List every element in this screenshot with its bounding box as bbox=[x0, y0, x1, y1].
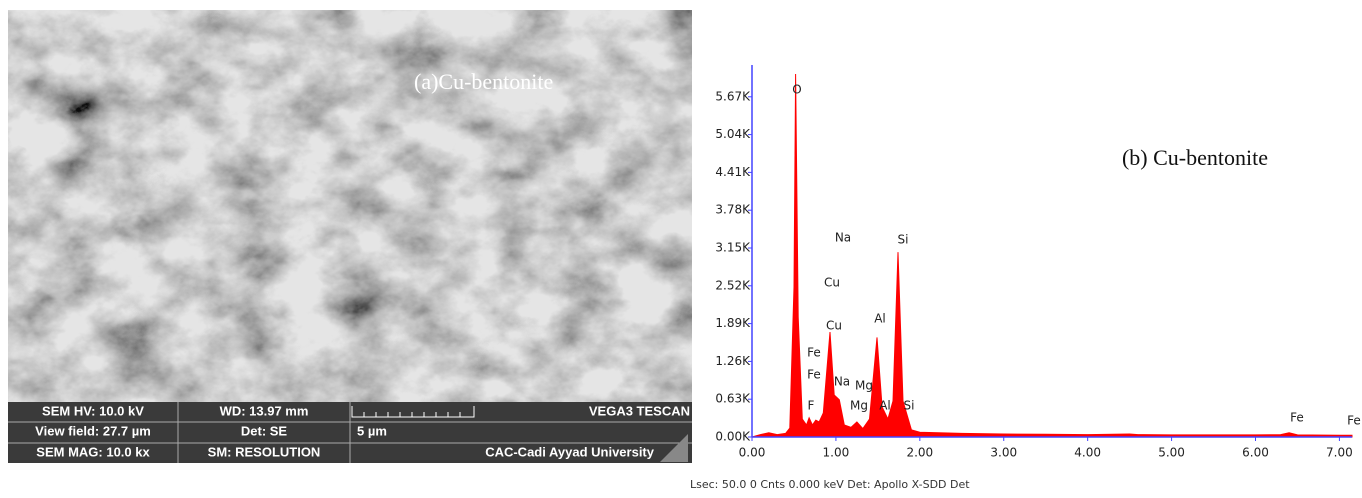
sem-image bbox=[8, 10, 692, 402]
chart-title: (b) Cu-bentonite bbox=[1122, 145, 1268, 170]
info-text: Det: SE bbox=[241, 423, 288, 438]
info-text: VEGA3 TESCAN bbox=[589, 403, 690, 418]
y-tick-label: 3.78K bbox=[715, 203, 751, 217]
x-tick-label: 2.00 bbox=[906, 446, 933, 460]
y-tick-label: 3.15K bbox=[715, 241, 751, 255]
peak-label: Si bbox=[898, 233, 909, 247]
peak-label: Mg bbox=[850, 399, 868, 413]
peak-label: Fe bbox=[1347, 414, 1361, 428]
peak-label: Fe bbox=[807, 346, 821, 360]
footer: Lsec: 50.0 0 Cnts 0.000 keV Det: Apollo … bbox=[690, 478, 970, 491]
y-tick-label: 5.67K bbox=[715, 89, 751, 103]
y-tick-label: 4.41K bbox=[715, 165, 751, 179]
peak-label: Al bbox=[879, 399, 891, 413]
x-tick-label: 4.00 bbox=[1074, 446, 1101, 460]
figure: (a)Cu-bentonite SEM HV: 10.0 kV WD: 13.97… bbox=[0, 0, 1362, 494]
x-tick-label: 6.00 bbox=[1242, 446, 1269, 460]
y-tick-label: 1.89K bbox=[715, 316, 751, 330]
info-text: SEM MAG: 10.0 kx bbox=[36, 444, 150, 459]
eds-chart: 0.00K 0.63K 1.26K 1.89K 2.52K 3.15K 3.78K 4.41K… bbox=[690, 65, 1361, 491]
info-text: SM: RESOLUTION bbox=[208, 444, 321, 459]
peak-label: Al bbox=[874, 312, 886, 326]
peak-label: F bbox=[808, 399, 815, 413]
peak-label: Fe bbox=[807, 368, 821, 382]
sem-panel: (a)Cu-bentonite SEM HV: 10.0 kV WD: 13.97… bbox=[8, 10, 692, 463]
y-tick-label: 5.04K bbox=[715, 127, 751, 141]
info-text: CAC-Cadi Ayyad University bbox=[485, 444, 655, 459]
info-text: WD: 13.97 mm bbox=[220, 403, 309, 418]
peak-label: Cu bbox=[824, 276, 840, 290]
x-tick-label: 3.00 bbox=[990, 446, 1017, 460]
peak-label: Cu bbox=[826, 319, 842, 333]
peak-label: Na bbox=[835, 231, 851, 245]
sem-label: (a)Cu-bentonite bbox=[414, 69, 553, 94]
peak-label: Si bbox=[904, 399, 915, 413]
peak-label: Na bbox=[834, 375, 850, 389]
y-tick-label: 0.63K bbox=[715, 392, 751, 406]
info-bar: SEM HV: 10.0 kV WD: 13.97 mm VEGA3 TESCAN V… bbox=[8, 402, 692, 463]
x-tick-label: 5.00 bbox=[1158, 446, 1185, 460]
peak-label: Mg bbox=[855, 379, 873, 393]
y-tick-label: 2.52K bbox=[715, 278, 751, 292]
info-text: SEM HV: 10.0 kV bbox=[42, 403, 144, 418]
info-text: View field: 27.7 µm bbox=[35, 423, 151, 438]
info-text: 5 µm bbox=[357, 423, 387, 438]
x-tick-label: 0.00 bbox=[739, 446, 766, 460]
y-tick-label: 1.26K bbox=[715, 354, 751, 368]
peak-label: O bbox=[792, 83, 801, 97]
y-tick-label: 0.00K bbox=[715, 430, 751, 444]
x-tick-label: 7.00 bbox=[1326, 446, 1353, 460]
peak-label: Fe bbox=[1290, 411, 1304, 425]
x-tick-label: 1.00 bbox=[823, 446, 850, 460]
